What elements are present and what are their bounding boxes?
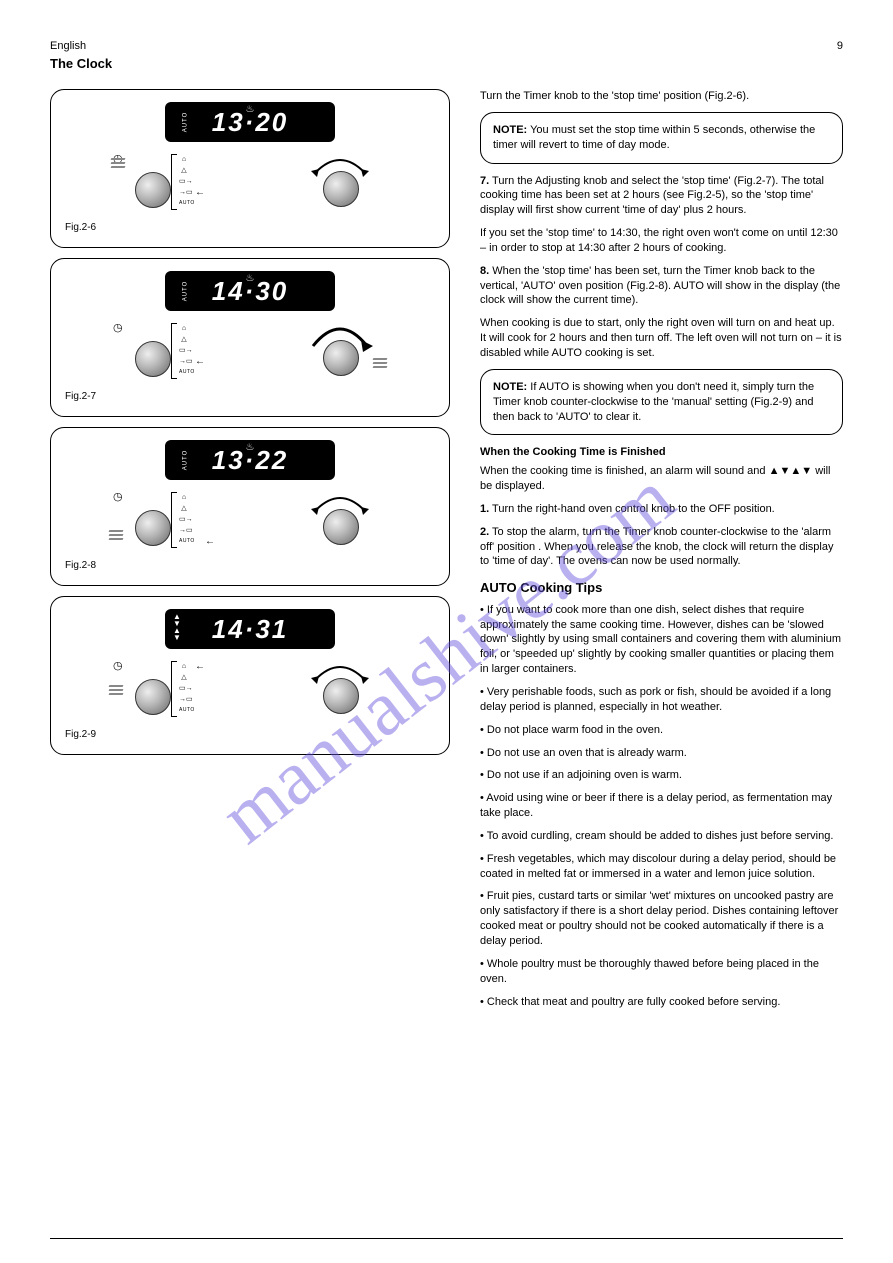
- steam-icon: ♨: [246, 442, 255, 453]
- bell-icon: △: [179, 334, 189, 345]
- list-item: • Check that meat and poultry are fully …: [480, 995, 843, 1010]
- cook-start-icon: ▭→: [179, 683, 189, 694]
- timer-knob-assembly: ◷ ⌂ △ ▭→ →▭← AUTO: [115, 148, 235, 218]
- figure-label: Fig.2-7: [65, 391, 435, 402]
- timer-knob-assembly: ◷ ⌂ △ ▭→ →▭ ← AUTO: [115, 317, 235, 387]
- step-7: 7. Turn the Adjusting knob and select th…: [480, 174, 843, 219]
- cook-start-icon: ▭→: [179, 514, 189, 525]
- note-box-2: NOTE: If AUTO is showing when you don't …: [480, 369, 843, 436]
- footer-rule: [50, 1238, 843, 1243]
- timer-knob[interactable]: [135, 679, 171, 715]
- lcd-auto-label: AUTO: [182, 450, 188, 471]
- panel-fig-2-9: ▲▼▲▼ 14·31 ◷ ⌂ ← △ ▭→: [50, 596, 450, 755]
- pointer-arrow-icon: ←: [195, 356, 205, 367]
- manual-icon: ⌂: [179, 154, 189, 165]
- clock-icon: ◷: [113, 490, 123, 503]
- adjust-knob-assembly: [295, 153, 385, 213]
- auto-tips-list: • If you want to cook more than one dish…: [480, 603, 843, 1010]
- lcd-time: 14·31: [212, 614, 289, 645]
- motion-lines-icon: [373, 358, 393, 378]
- figure-label: Fig.2-8: [65, 560, 435, 571]
- list-item: • Do not place warm food in the oven.: [480, 723, 843, 738]
- lcd-display: AUTO 13·22 ♨: [165, 440, 335, 480]
- clock-icon: ◷: [113, 321, 123, 334]
- steam-icon: ♨: [246, 104, 255, 115]
- cook-stop-icon: →▭: [179, 694, 189, 705]
- list-item: • Do not use if an adjoining oven is war…: [480, 768, 843, 783]
- lcd-display: AUTO 13·20 ♨: [165, 102, 335, 142]
- manual-icon: ⌂: [179, 492, 189, 503]
- panel-fig-2-6: AUTO 13·20 ♨ ◷ ⌂ △ ▭→: [50, 89, 450, 248]
- after-step-2: 2. To stop the alarm, turn the Timer kno…: [480, 525, 843, 570]
- lcd-arrows-icon: ▲▼▲▼: [173, 613, 181, 641]
- figure-label: Fig.2-9: [65, 729, 435, 740]
- after-heading: When the Cooking Time is Finished: [480, 445, 843, 460]
- pointer-arrow-icon: ←: [205, 536, 215, 547]
- auto-label-icon: AUTO: [179, 198, 195, 209]
- step-8: 8. When the 'stop time' has been set, tu…: [480, 264, 843, 309]
- adjust-knob[interactable]: [323, 171, 359, 207]
- note-text: You must set the stop time within 5 seco…: [493, 124, 815, 151]
- timer-knob[interactable]: [135, 510, 171, 546]
- motion-lines-icon: [109, 685, 129, 705]
- adjust-knob[interactable]: [323, 340, 359, 376]
- motion-lines-icon: [111, 158, 131, 178]
- step-7b: If you set the 'stop time' to 14:30, the…: [480, 226, 843, 256]
- page-title: The Clock: [50, 56, 843, 71]
- note-label: NOTE:: [493, 381, 527, 393]
- cook-stop-icon: →▭: [179, 187, 189, 198]
- pointer-arrow-icon: ←: [195, 187, 205, 198]
- cook-stop-icon: →▭: [179, 525, 189, 536]
- timer-knob-assembly: ◷ ⌂ △ ▭→ →▭ AUTO ←: [115, 486, 235, 556]
- header-right: 9: [837, 40, 843, 52]
- adjust-knob-assembly: [295, 491, 385, 551]
- bell-icon: △: [179, 503, 189, 514]
- adjust-knob[interactable]: [323, 678, 359, 714]
- lcd-auto-label: AUTO: [182, 281, 188, 302]
- lcd-display: AUTO 14·30 ♨: [165, 271, 335, 311]
- header-left: English: [50, 40, 86, 52]
- after-step-1: 1. Turn the right-hand oven control knob…: [480, 502, 843, 517]
- auto-label-icon: AUTO: [179, 367, 195, 378]
- note-text: If AUTO is showing when you don't need i…: [493, 381, 814, 423]
- auto-label-icon: AUTO: [179, 705, 195, 716]
- motion-lines-icon: [109, 530, 129, 550]
- list-item: • Fresh vegetables, which may discolour …: [480, 852, 843, 882]
- after-text-1: When the cooking time is finished, an al…: [480, 464, 843, 494]
- cook-start-icon: ▭→: [179, 345, 189, 356]
- panel-fig-2-8: AUTO 13·22 ♨ ◷ ⌂ △ ▭→: [50, 427, 450, 586]
- timer-knob[interactable]: [135, 341, 171, 377]
- list-item: • Very perishable foods, such as pork or…: [480, 685, 843, 715]
- note-label: NOTE:: [493, 124, 527, 136]
- note-box-1: NOTE: You must set the stop time within …: [480, 112, 843, 164]
- list-item: • Avoid using wine or beer if there is a…: [480, 791, 843, 821]
- bell-icon: △: [179, 672, 189, 683]
- intro-text: Turn the Timer knob to the 'stop time' p…: [480, 89, 843, 104]
- auto-label-icon: AUTO: [179, 536, 195, 547]
- manual-icon: ⌂: [179, 661, 189, 672]
- list-item: • Do not use an oven that is already war…: [480, 746, 843, 761]
- pointer-arrow-icon: ←: [195, 661, 205, 672]
- figure-label: Fig.2-6: [65, 222, 435, 233]
- list-item: • To avoid curdling, cream should be add…: [480, 829, 843, 844]
- adjust-knob[interactable]: [323, 509, 359, 545]
- clock-icon: ◷: [113, 659, 123, 672]
- list-item: • If you want to cook more than one dish…: [480, 603, 843, 677]
- cook-stop-icon: →▭: [179, 356, 189, 367]
- list-item: • Fruit pies, custard tarts or similar '…: [480, 889, 843, 948]
- list-item: • Whole poultry must be thoroughly thawe…: [480, 957, 843, 987]
- bell-icon: △: [179, 165, 189, 176]
- auto-tips-heading: AUTO Cooking Tips: [480, 579, 843, 597]
- lcd-display: ▲▼▲▼ 14·31: [165, 609, 335, 649]
- timer-knob[interactable]: [135, 172, 171, 208]
- manual-icon: ⌂: [179, 323, 189, 334]
- steam-icon: ♨: [246, 273, 255, 284]
- cook-start-icon: ▭→: [179, 176, 189, 187]
- timer-knob-assembly: ◷ ⌂ ← △ ▭→ →▭ AUTO: [115, 655, 235, 725]
- adjust-knob-assembly: [295, 322, 385, 382]
- adjust-knob-assembly: [295, 660, 385, 720]
- step-8b: When cooking is due to start, only the r…: [480, 316, 843, 361]
- lcd-auto-label: AUTO: [182, 112, 188, 133]
- panel-fig-2-7: AUTO 14·30 ♨ ◷ ⌂ △ ▭→: [50, 258, 450, 417]
